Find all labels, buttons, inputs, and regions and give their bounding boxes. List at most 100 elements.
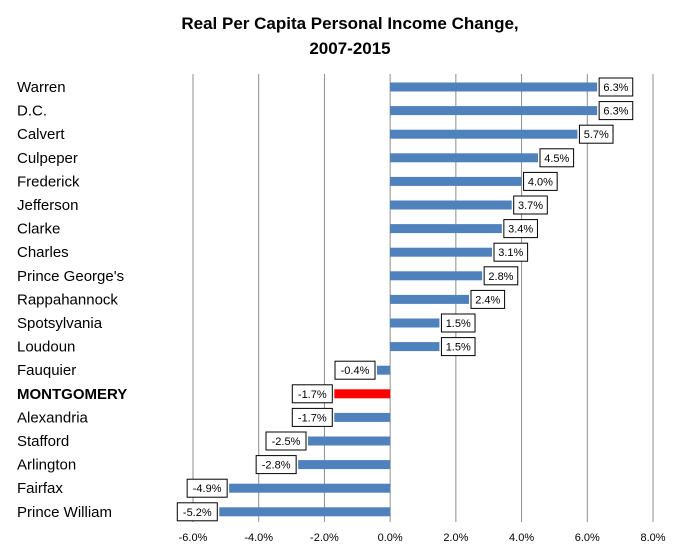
category-label: Prince George's: [17, 268, 124, 285]
x-axis-tick-labels: -6.0% -4.0% -2.0% 0.0% 2.0% 4.0% 6.0% 8.0%: [179, 532, 666, 544]
data-label: 2.4%: [470, 289, 506, 309]
bar: [390, 129, 578, 139]
data-label-box: [440, 337, 476, 357]
category-label: Fauquier: [17, 362, 76, 379]
bar: [334, 389, 391, 399]
data-label-text: 1.5%: [446, 318, 471, 330]
bar: [334, 412, 391, 422]
data-label: 4.0%: [523, 171, 558, 191]
category-label: Spotsylvania: [17, 315, 103, 332]
data-label-box: [578, 124, 614, 144]
x-tick-label: 6.0%: [575, 532, 600, 544]
data-label-text: 2.8%: [488, 271, 513, 283]
category-label: MONTGOMERY: [17, 386, 127, 403]
data-label-text: -0.4%: [341, 365, 370, 377]
category-label: Alexandria: [17, 409, 89, 426]
data-label-box: [291, 384, 333, 404]
data-label-box: [493, 242, 529, 262]
category-label: Calvert: [17, 126, 65, 143]
data-label: 1.5%: [440, 337, 476, 357]
data-label-text: 4.0%: [528, 176, 553, 188]
bar: [390, 153, 538, 163]
data-label-text: -4.9%: [193, 483, 222, 495]
category-label: Warren: [17, 79, 66, 96]
data-label: 5.7%: [578, 124, 614, 144]
data-label: -5.2%: [176, 502, 218, 522]
data-label-text: 4.5%: [544, 153, 569, 165]
data-label: -4.9%: [186, 478, 228, 498]
bar: [219, 507, 391, 517]
data-label: 6.3%: [598, 101, 634, 121]
data-label-text: 3.4%: [508, 224, 533, 236]
bar: [390, 106, 598, 116]
data-label-box: [291, 407, 333, 427]
data-label-text: -2.8%: [262, 460, 291, 472]
data-label-box: [483, 266, 519, 286]
x-tick-label: 4.0%: [509, 532, 534, 544]
bar: [390, 82, 598, 92]
x-tick-label: 2.0%: [443, 532, 468, 544]
data-label: 4.5%: [539, 148, 575, 168]
data-label-text: -1.7%: [298, 412, 327, 424]
category-labels: Warren D.C. Calvert Culpeper Frederick Jeffer…: [17, 79, 127, 521]
gridlines: [192, 74, 654, 522]
data-label-box: [440, 313, 476, 333]
category-label: Prince William: [17, 504, 112, 521]
data-label-box: [265, 431, 307, 451]
category-label: Loudoun: [17, 339, 75, 356]
data-label: -0.4%: [334, 360, 376, 380]
x-tick-label: 0.0%: [378, 532, 403, 544]
bar: [390, 318, 440, 328]
data-label-box: [470, 289, 506, 309]
data-label: -1.7%: [291, 384, 333, 404]
data-label: -2.8%: [255, 455, 297, 475]
data-label: -2.5%: [265, 431, 307, 451]
category-label: Jefferson: [17, 197, 78, 214]
bar: [390, 247, 492, 257]
bar: [390, 342, 440, 352]
category-label: Stafford: [17, 433, 69, 450]
data-labels: 6.3% 6.3% 5.7% 4.5% 4.0% 3.7% 3.4% 3.1% 2.8% 2.4%…: [176, 77, 634, 522]
data-label-box: [334, 360, 376, 380]
bar: [390, 271, 483, 281]
x-tick-label: 8.0%: [640, 532, 665, 544]
data-label: 3.7%: [513, 195, 548, 215]
data-label-text: 1.5%: [446, 342, 471, 354]
data-label-text: 3.7%: [518, 200, 543, 212]
data-label-box: [598, 77, 634, 97]
chart-title-line-2: 2007-2015: [309, 39, 390, 58]
category-label: Fairfax: [17, 480, 63, 497]
data-label: -1.7%: [291, 407, 333, 427]
x-tick-label: -4.0%: [244, 532, 273, 544]
bar: [377, 365, 391, 375]
data-label-box: [176, 502, 218, 522]
bar: [390, 224, 502, 234]
data-label-text: -1.7%: [298, 389, 327, 401]
category-label: Arlington: [17, 457, 76, 474]
data-label-text: -2.5%: [272, 436, 301, 448]
bar: [308, 436, 391, 446]
chart-title-line-1: Real Per Capita Personal Income Change,: [181, 14, 518, 33]
bar: [298, 460, 391, 470]
data-label: 1.5%: [440, 313, 476, 333]
category-label: Frederick: [17, 173, 80, 190]
category-label: D.C.: [17, 103, 47, 120]
data-label: 2.8%: [483, 266, 519, 286]
data-label-box: [255, 455, 297, 475]
data-label-box: [598, 101, 634, 121]
data-label-box: [523, 171, 558, 191]
data-label: 6.3%: [598, 77, 634, 97]
bar: [390, 294, 469, 304]
category-label: Clarke: [17, 221, 60, 238]
x-tick-label: -2.0%: [310, 532, 339, 544]
chart-title: Real Per Capita Personal Income Change, …: [181, 14, 518, 58]
bar: [390, 176, 522, 186]
bars: [219, 82, 598, 517]
data-label-box: [513, 195, 548, 215]
data-label-text: 5.7%: [584, 129, 609, 141]
category-label: Culpeper: [17, 150, 78, 167]
category-label: Charles: [17, 244, 69, 261]
data-label-box: [503, 219, 538, 239]
x-tick-label: -6.0%: [179, 532, 208, 544]
